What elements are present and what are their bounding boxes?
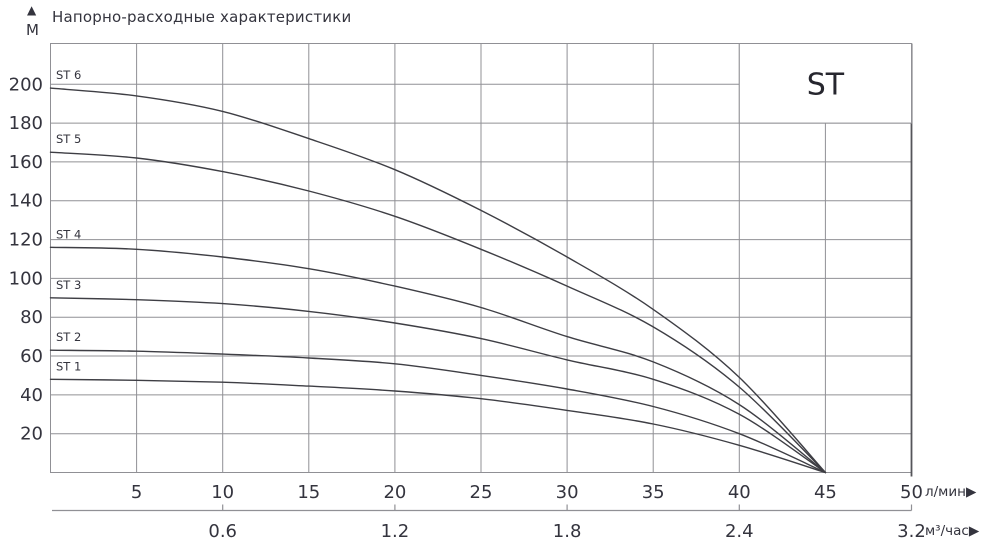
y-tick-label-80: 80 [20, 307, 43, 328]
y-tick-label-140: 140 [9, 191, 43, 212]
curve-st-2 [49, 349, 827, 474]
curve-st-1 [49, 378, 827, 474]
x-tick-label-5: 5 [131, 482, 142, 503]
curve-label-st-1: ST 1 [56, 359, 81, 373]
y-tick-label-20: 20 [20, 424, 43, 445]
chart-title: Напорно-расходные характеристики [52, 8, 352, 26]
secondary-tick-label-1.2: 1.2 [381, 521, 410, 542]
curve-label-st-2: ST 2 [56, 330, 81, 344]
x-tick-label-35: 35 [642, 482, 665, 503]
x-tick-label-50: 50 [900, 482, 923, 503]
y-tick-label-200: 200 [9, 74, 43, 95]
y-tick-label-120: 120 [9, 230, 43, 251]
series-family-box [738, 43, 912, 124]
y-tick-label-100: 100 [9, 268, 43, 289]
secondary-tick-label-2.4: 2.4 [725, 521, 754, 542]
x-tick-label-25: 25 [470, 482, 493, 503]
x-tick-label-45: 45 [814, 482, 837, 503]
curve-st-5 [49, 151, 827, 474]
curve-st-6 [49, 87, 827, 474]
secondary-tick-label-0.6: 0.6 [208, 521, 237, 542]
curve-label-st-3: ST 3 [56, 278, 81, 292]
series-family-label: ST [807, 67, 845, 102]
y-tick-label-60: 60 [20, 346, 43, 367]
curve-st-3 [49, 297, 827, 474]
curve-label-st-4: ST 4 [56, 227, 81, 241]
secondary-tick-label-1.8: 1.8 [553, 521, 582, 542]
x-tick-label-15: 15 [297, 482, 320, 503]
x-tick-label-30: 30 [556, 482, 579, 503]
x-tick-label-20: 20 [383, 482, 406, 503]
curve-st-4 [49, 246, 827, 474]
secondary-axis-unit: м³/час▶ [925, 523, 980, 539]
y-tick-label-160: 160 [9, 152, 43, 173]
curve-label-st-5: ST 5 [56, 132, 81, 146]
y-tick-label-40: 40 [20, 385, 43, 406]
x-tick-label-10: 10 [211, 482, 234, 503]
curve-label-st-6: ST 6 [56, 68, 81, 82]
x-axis-unit: л/мин▶ [925, 484, 977, 500]
y-tick-label-180: 180 [9, 113, 43, 134]
y-axis-unit-label: М [26, 21, 39, 39]
x-tick-label-40: 40 [728, 482, 751, 503]
y-axis-arrow-icon: ▲ [27, 3, 37, 17]
secondary-tick-label-3.2: 3.2 [897, 521, 926, 542]
